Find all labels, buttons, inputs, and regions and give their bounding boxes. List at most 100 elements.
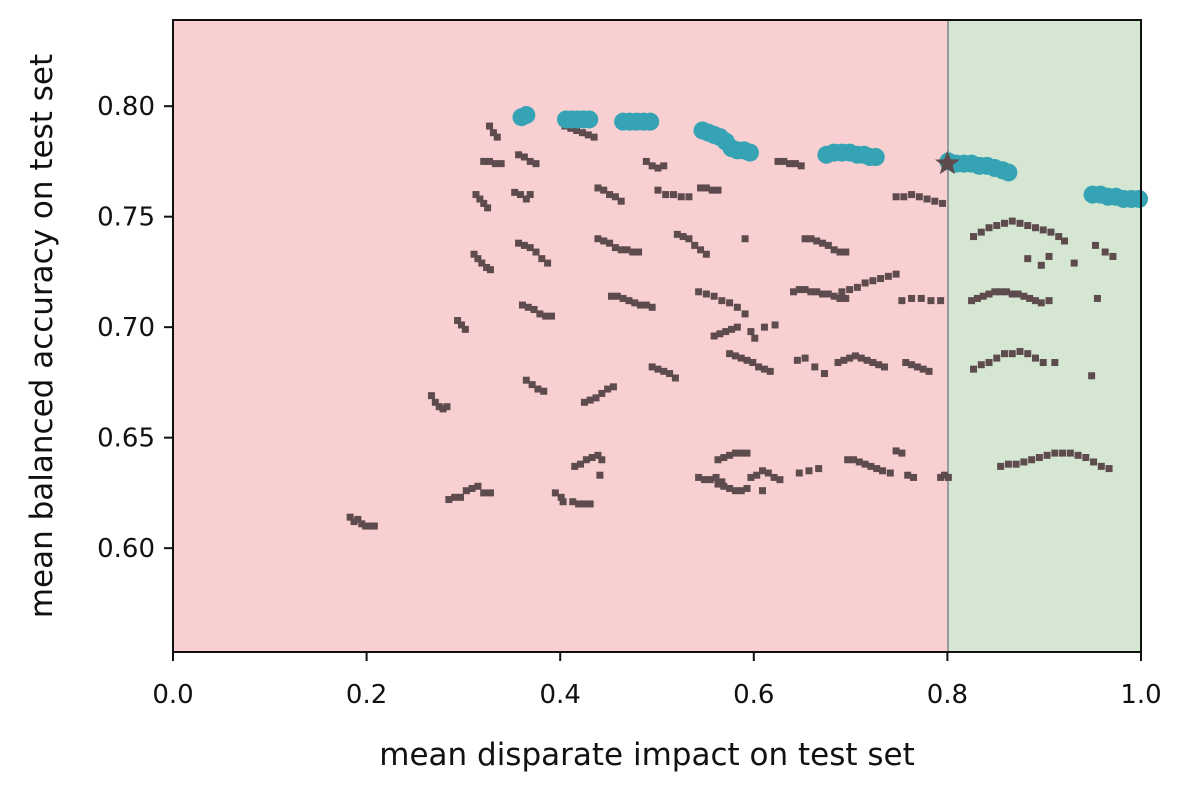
model-point [970,365,978,373]
model-point [759,467,767,475]
model-point [474,255,482,263]
model-point [867,462,875,470]
model-point [594,184,602,192]
fair-region [948,20,1141,652]
model-point [569,498,577,506]
model-point [1037,261,1045,269]
model-point [1001,219,1009,227]
model-point [937,297,945,305]
model-point [571,462,579,470]
model-point [737,487,745,495]
pareto-point [580,110,599,129]
model-point [977,361,985,369]
model-point [637,301,645,309]
model-point [540,387,548,395]
model-point [588,454,596,462]
model-point [840,356,848,364]
model-point [594,235,602,243]
model-point [654,164,662,172]
model-point [774,157,782,165]
model-point [706,476,714,484]
model-point [470,250,478,258]
model-point [606,191,614,199]
model-point [733,303,741,311]
model-point [1074,451,1082,459]
y-tick-label: 0.80 [97,92,155,122]
model-point [853,283,861,291]
model-point [486,157,494,165]
model-point [1002,288,1010,296]
model-point [468,484,476,492]
model-point [642,157,650,165]
model-point [939,199,947,207]
model-point [1061,237,1069,245]
model-point [789,288,797,296]
model-point [937,473,945,481]
model-point [654,186,662,194]
model-point [1090,458,1098,466]
model-point [1043,451,1051,459]
model-point [741,310,749,318]
model-point [1008,290,1016,298]
model-point [908,361,916,369]
model-point [534,385,542,393]
pareto-point [740,143,759,162]
model-point [617,197,625,205]
model-point [489,129,497,137]
model-point [797,162,805,170]
model-point [439,405,447,413]
model-point [1024,255,1032,263]
model-point [666,370,674,378]
model-point [900,193,908,201]
model-point [517,191,525,199]
model-point [795,469,803,477]
model-point [844,456,852,464]
model-point [1024,222,1032,230]
x-tick-label: 0.8 [927,680,968,710]
model-point [573,126,581,134]
y-axis: 0.60 0.65 0.70 0.75 0.80 [97,92,173,564]
model-point [819,239,827,247]
model-point [908,294,916,302]
x-axis-label: mean disparate impact on test set [379,737,914,773]
model-point [904,471,912,479]
model-point [635,248,643,256]
model-point [776,476,784,484]
model-point [528,381,536,389]
model-point [973,294,981,302]
model-point [530,305,538,313]
model-point [673,230,681,238]
model-point [596,471,604,479]
model-point [1088,372,1096,380]
model-point [944,473,952,481]
model-point [726,484,734,492]
model-point [842,248,850,256]
model-point [623,246,631,254]
y-axis-label: mean balanced accuracy on test set [24,54,60,618]
model-point [985,359,993,367]
y-tick-label: 0.75 [97,203,155,233]
model-point [710,292,718,300]
model-point [714,480,722,488]
model-point [846,286,854,294]
model-point [431,398,439,406]
pareto-point [517,106,536,125]
model-point [648,363,656,371]
model-point [931,197,939,205]
data-points [346,106,1149,530]
model-point [631,299,639,307]
model-point [1101,248,1109,256]
selected-model-star [935,150,960,175]
model-point [917,294,925,302]
model-point [660,367,668,375]
model-point [427,392,435,400]
model-point [362,522,370,530]
model-point [714,186,722,194]
model-point [722,328,730,336]
model-point [536,310,544,318]
model-point [451,493,459,501]
model-point [511,188,519,196]
model-point [480,489,488,497]
model-point [733,323,741,331]
model-point [526,157,534,165]
